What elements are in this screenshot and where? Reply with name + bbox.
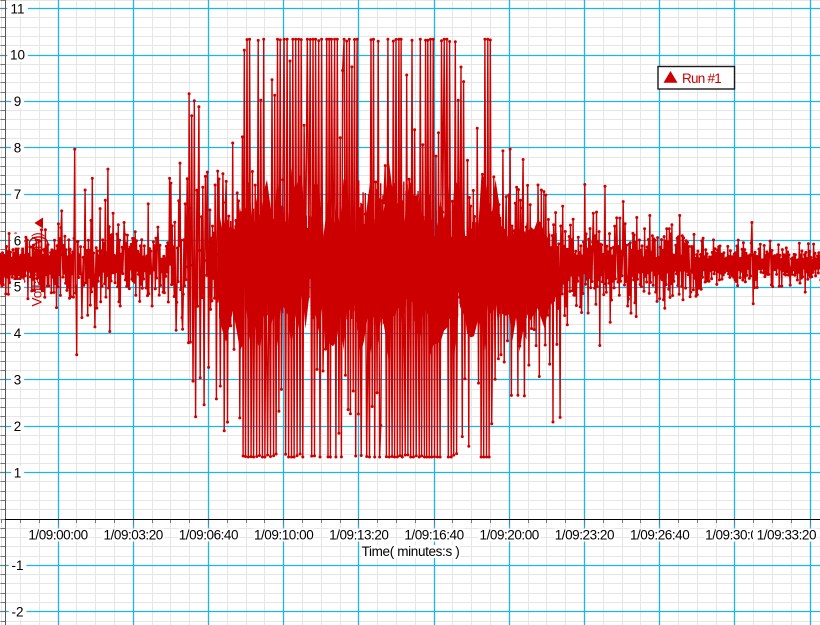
- svg-text:1/09:16:40: 1/09:16:40: [404, 528, 463, 543]
- svg-text:5: 5: [14, 280, 22, 295]
- svg-text:4: 4: [14, 326, 22, 341]
- svg-text:-2: -2: [11, 605, 23, 620]
- svg-text:7: 7: [14, 187, 22, 202]
- svg-text:2: 2: [14, 419, 22, 434]
- svg-text:6: 6: [14, 233, 22, 248]
- svg-text:8: 8: [14, 141, 22, 156]
- svg-text:1/09:00:00: 1/09:00:00: [28, 528, 87, 543]
- svg-text:1/09:33:20: 1/09:33:20: [757, 528, 816, 543]
- svg-text:11: 11: [10, 1, 24, 16]
- svg-text:1: 1: [14, 465, 22, 480]
- svg-text:1/09:06:40: 1/09:06:40: [179, 528, 238, 543]
- svg-text:10: 10: [10, 48, 25, 63]
- svg-text:9: 9: [14, 94, 22, 109]
- svg-text:1/09:23:20: 1/09:23:20: [555, 528, 614, 543]
- svg-text:1/09:20:00: 1/09:20:00: [480, 528, 539, 543]
- svg-text:Run #1: Run #1: [682, 71, 721, 86]
- svg-text:1/09:13:20: 1/09:13:20: [329, 528, 388, 543]
- svg-text:1/09:03:20: 1/09:03:20: [104, 528, 163, 543]
- svg-text:3: 3: [14, 373, 22, 388]
- svg-text:1/09:26:40: 1/09:26:40: [630, 528, 689, 543]
- svg-text:-1: -1: [11, 558, 23, 573]
- svg-text:1/09:10:00: 1/09:10:00: [254, 528, 313, 543]
- svg-text:1/09:30:00: 1/09:30:00: [705, 528, 764, 543]
- svg-text:Time( minutes:s ): Time( minutes:s ): [362, 544, 460, 559]
